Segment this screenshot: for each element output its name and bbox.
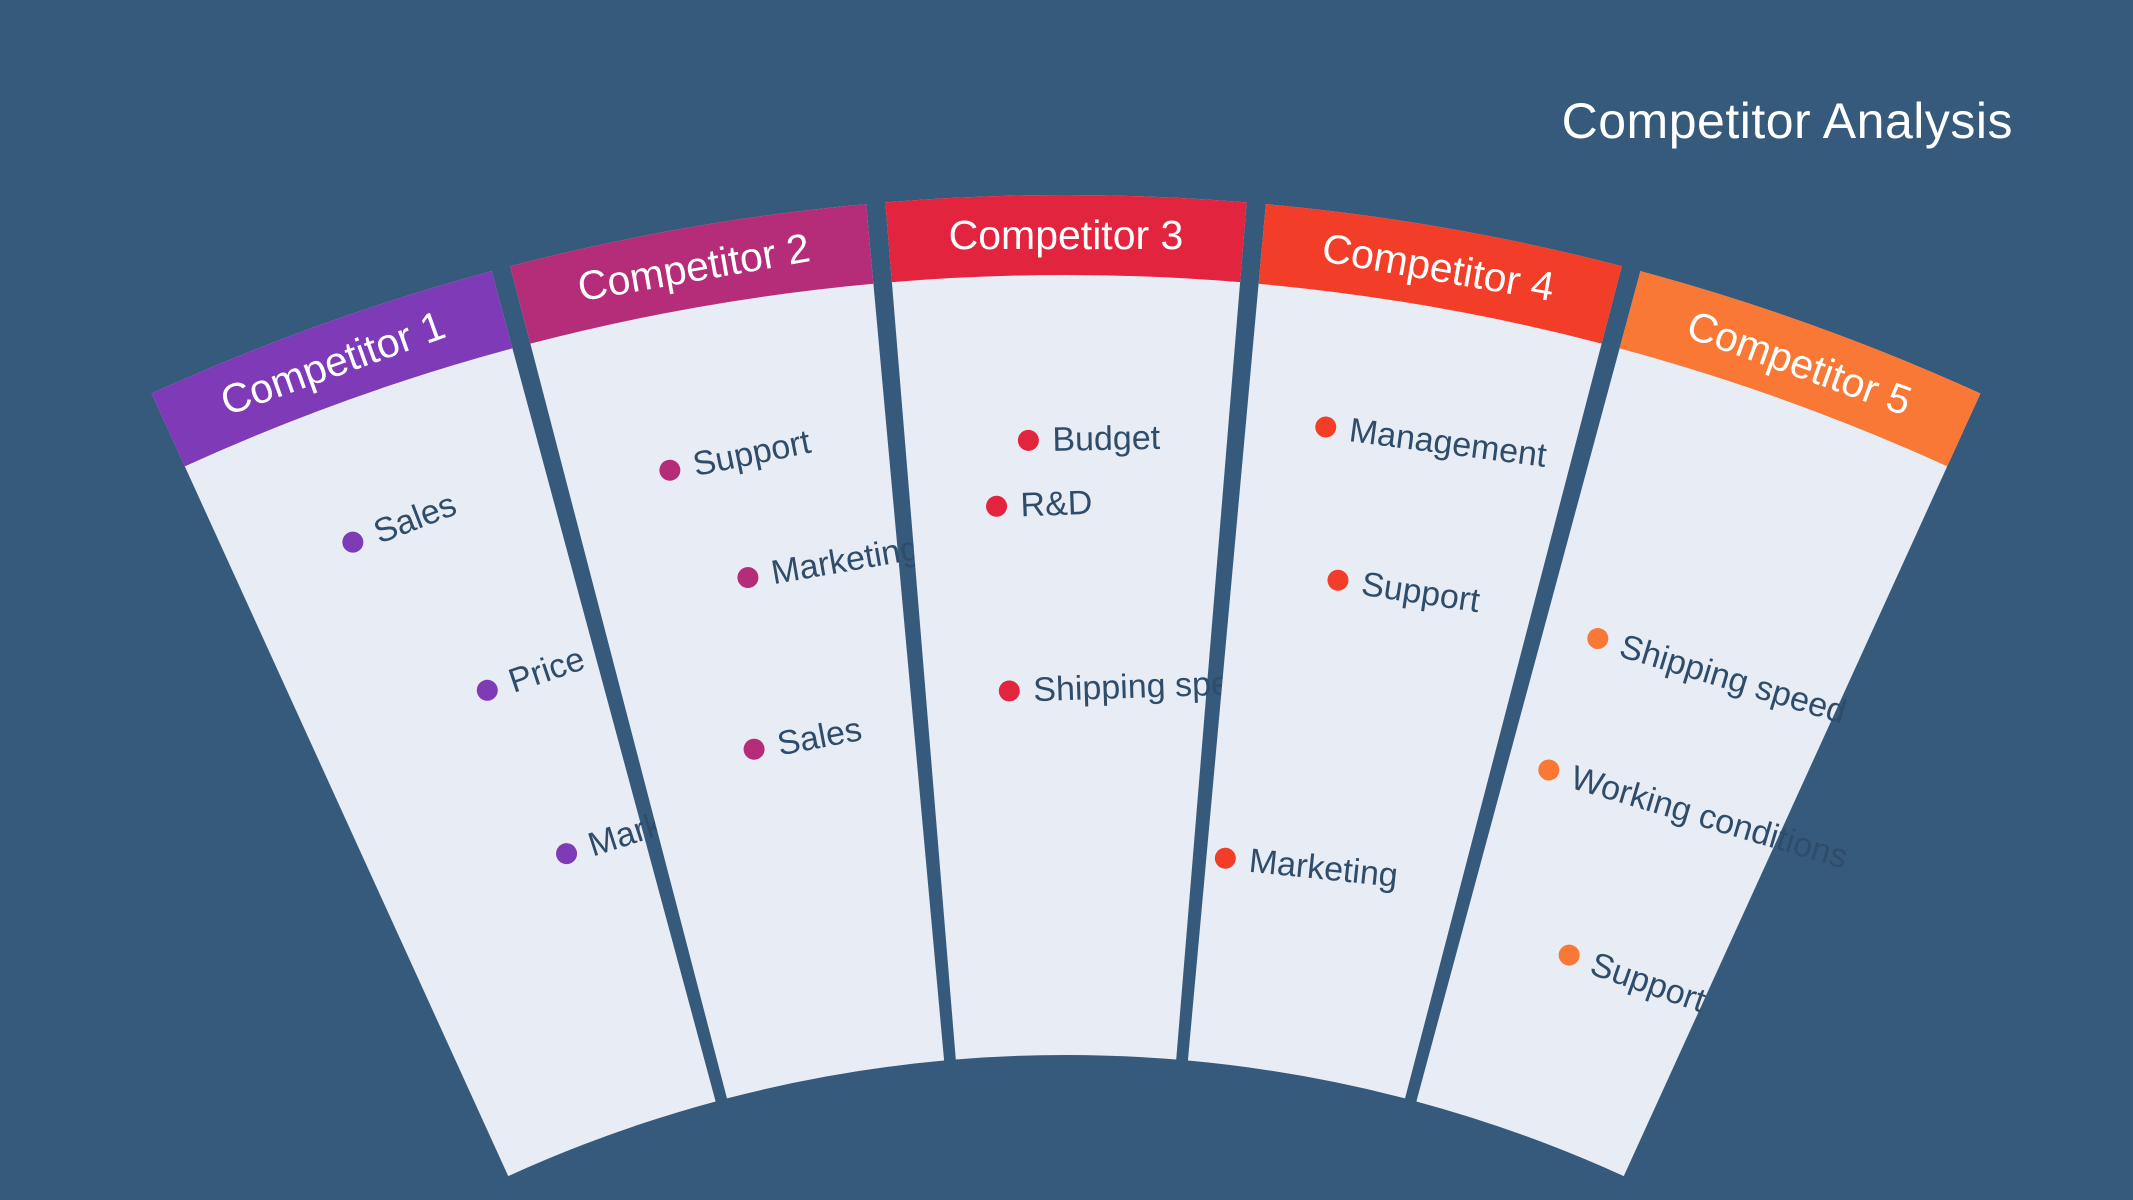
bullet-dot <box>1017 429 1039 451</box>
card-body <box>510 204 945 1099</box>
card-header <box>885 194 1247 283</box>
card-body <box>885 194 1247 1060</box>
bullet-dot <box>476 679 498 701</box>
bullet-dot <box>986 495 1008 517</box>
bullet-dot <box>342 531 364 553</box>
card-header <box>151 271 513 467</box>
bullet-dot <box>1558 944 1580 966</box>
card-header <box>1619 271 1981 467</box>
bullet-dot <box>1538 759 1560 781</box>
card-header <box>510 204 874 344</box>
bullet-dot <box>737 567 759 589</box>
bullet-dot <box>1315 416 1337 438</box>
bullet-dot <box>1327 569 1349 591</box>
list-item: R&D <box>986 484 1093 525</box>
card-body <box>151 271 716 1177</box>
card-header <box>1258 204 1622 344</box>
card-body <box>1187 204 1622 1099</box>
item-label: R&D <box>1020 484 1093 525</box>
item-label: Budget <box>1052 419 1161 459</box>
competitor-name: Competitor 3 <box>949 212 1184 258</box>
bullet-dot <box>743 738 765 760</box>
page-title: Competitor Analysis <box>1561 93 2013 149</box>
card-body <box>1416 271 1981 1177</box>
bullet-dot <box>1587 628 1609 650</box>
bullet-dot <box>556 843 578 865</box>
list-item: Budget <box>1017 419 1161 459</box>
bullet-dot <box>998 680 1020 702</box>
bullet-dot <box>1214 847 1236 869</box>
bullet-dot <box>659 459 681 481</box>
